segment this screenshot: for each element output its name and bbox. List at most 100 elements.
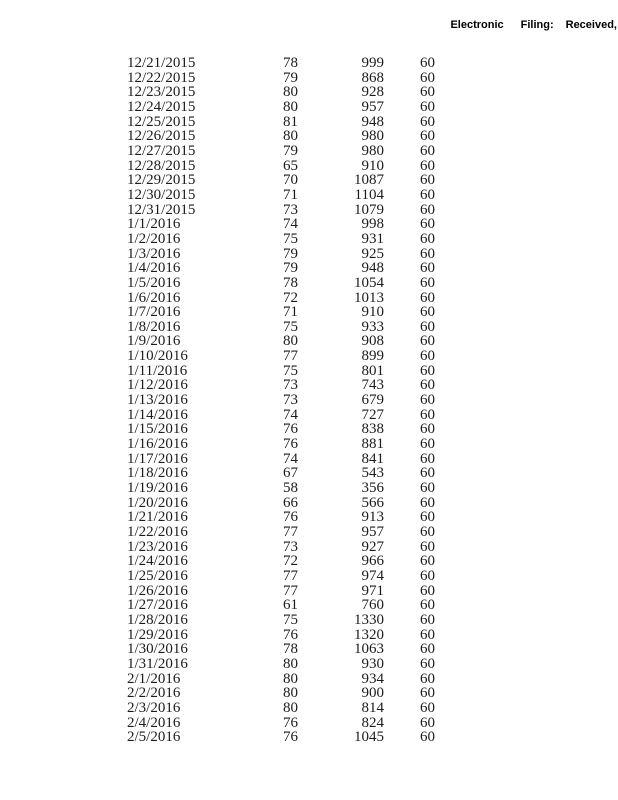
cell-value1: 78 xyxy=(283,641,298,658)
table-row: 1/12/2016 73 743 60 xyxy=(127,378,435,393)
cell-value2: 966 xyxy=(361,553,385,570)
cell-value1: 71 xyxy=(283,186,298,203)
cell-value3: 60 xyxy=(420,98,435,115)
cell-value2: 1330 xyxy=(354,611,384,628)
cell-value1: 76 xyxy=(283,509,298,526)
table-row: 1/8/2016 75 933 60 xyxy=(127,318,435,335)
cell-value3: 60 xyxy=(420,318,435,335)
stamp-word-electronic: Electronic xyxy=(450,19,504,31)
cell-value1: 72 xyxy=(283,289,298,306)
cell-date: 2/3/2016 xyxy=(127,699,181,716)
table-row: 1/3/2016 79 925 60 xyxy=(127,245,435,262)
cell-date: 1/19/2016 xyxy=(127,480,188,497)
table-row: 1/20/2016 66 566 60 xyxy=(127,494,435,511)
cell-date: 1/12/2016 xyxy=(127,377,188,394)
cell-value1: 61 xyxy=(283,597,298,614)
cell-value3: 60 xyxy=(420,69,435,86)
table-row: 2/1/2016 80 934 60 xyxy=(127,671,435,687)
cell-value3: 60 xyxy=(420,714,435,731)
cell-value1: 73 xyxy=(283,201,298,218)
cell-value1: 80 xyxy=(283,128,298,145)
cell-value3: 60 xyxy=(420,392,435,409)
cell-value2: 727 xyxy=(361,406,385,423)
table-row: 1/17/2016 74 841 60 xyxy=(127,450,435,467)
cell-date: 1/23/2016 xyxy=(127,538,188,555)
table-row: 1/6/2016 72 1013 60 xyxy=(127,289,435,306)
cell-date: 1/13/2016 xyxy=(127,392,188,409)
cell-value3: 60 xyxy=(420,128,435,145)
cell-date: 1/30/2016 xyxy=(127,641,188,658)
table-row: 2/2/2016 80 900 60 xyxy=(127,686,435,701)
cell-value3: 60 xyxy=(420,597,435,614)
cell-date: 1/7/2016 xyxy=(127,304,181,321)
table-row: 1/28/2016 75 1330 60 xyxy=(127,613,435,628)
table-row: 1/7/2016 71 910 60 xyxy=(127,305,435,320)
table-row: 1/31/2016 80 930 60 xyxy=(127,657,435,672)
cell-value1: 76 xyxy=(283,436,298,453)
cell-value1: 76 xyxy=(283,714,298,731)
cell-date: 1/11/2016 xyxy=(127,362,188,379)
cell-value3: 60 xyxy=(420,567,435,584)
cell-date: 1/4/2016 xyxy=(127,260,181,277)
cell-value2: 814 xyxy=(361,699,385,716)
table-row: 12/21/2015 78 999 60 xyxy=(127,56,435,71)
cell-date: 1/14/2016 xyxy=(127,406,188,423)
table-row: 2/4/2016 76 824 60 xyxy=(127,714,435,731)
table-row: 1/9/2016 80 908 60 xyxy=(127,334,435,349)
cell-value3: 60 xyxy=(420,436,435,453)
cell-value3: 60 xyxy=(420,362,435,379)
cell-value3: 60 xyxy=(420,699,435,716)
cell-value3: 60 xyxy=(420,524,435,540)
cell-value2: 927 xyxy=(361,538,385,555)
cell-value1: 75 xyxy=(283,611,298,628)
cell-value3: 60 xyxy=(420,465,435,482)
cell-value3: 60 xyxy=(420,348,435,365)
cell-date: 1/10/2016 xyxy=(127,348,188,365)
cell-value3: 60 xyxy=(420,201,435,218)
table-row: 1/26/2016 77 971 60 xyxy=(127,583,435,599)
cell-date: 1/28/2016 xyxy=(127,611,188,628)
cell-value2: 910 xyxy=(361,157,385,174)
cell-value3: 60 xyxy=(420,494,435,511)
cell-value3: 60 xyxy=(420,553,435,570)
cell-value2: 908 xyxy=(361,333,385,350)
cell-date: 12/22/2015 xyxy=(127,69,196,86)
table-row: 1/25/2016 77 974 60 xyxy=(127,569,435,584)
cell-value2: 948 xyxy=(361,260,385,277)
cell-date: 1/16/2016 xyxy=(127,436,188,453)
cell-value3: 60 xyxy=(420,113,435,130)
cell-date: 1/17/2016 xyxy=(127,450,188,467)
table-row: 1/27/2016 61 760 60 xyxy=(127,598,435,613)
cell-value1: 76 xyxy=(283,626,298,643)
cell-date: 12/29/2015 xyxy=(127,172,196,189)
cell-value1: 79 xyxy=(283,142,298,159)
cell-value2: 356 xyxy=(361,480,385,497)
cell-date: 12/27/2015 xyxy=(127,142,196,159)
electronic-filing-stamp: Electronic Filing: Received, xyxy=(450,19,617,31)
cell-value3: 60 xyxy=(420,538,435,555)
cell-value1: 79 xyxy=(283,245,298,262)
table-row: 2/5/2016 76 1045 60 xyxy=(127,730,435,745)
cell-value1: 73 xyxy=(283,392,298,409)
cell-date: 1/25/2016 xyxy=(127,567,188,584)
cell-value2: 900 xyxy=(361,685,385,702)
table-row: 1/16/2016 76 881 60 xyxy=(127,437,435,452)
table-row: 1/2/2016 75 931 60 xyxy=(127,232,435,247)
cell-value1: 80 xyxy=(283,685,298,702)
cell-date: 1/1/2016 xyxy=(127,216,181,233)
cell-value3: 60 xyxy=(420,84,435,101)
cell-date: 1/6/2016 xyxy=(127,289,181,306)
cell-value3: 60 xyxy=(420,406,435,423)
cell-value3: 60 xyxy=(420,142,435,159)
cell-value1: 74 xyxy=(283,450,298,467)
table-row: 1/5/2016 78 1054 60 xyxy=(127,276,435,291)
cell-date: 1/2/2016 xyxy=(127,230,181,247)
table-row: 12/31/2015 73 1079 60 xyxy=(127,201,435,218)
cell-value2: 957 xyxy=(361,98,385,115)
cell-value1: 66 xyxy=(283,494,298,511)
table-row: 12/24/2015 80 957 60 xyxy=(127,100,435,115)
cell-value3: 60 xyxy=(420,509,435,526)
cell-value1: 75 xyxy=(283,362,298,379)
cell-value1: 80 xyxy=(283,98,298,115)
cell-value2: 1045 xyxy=(354,729,384,746)
